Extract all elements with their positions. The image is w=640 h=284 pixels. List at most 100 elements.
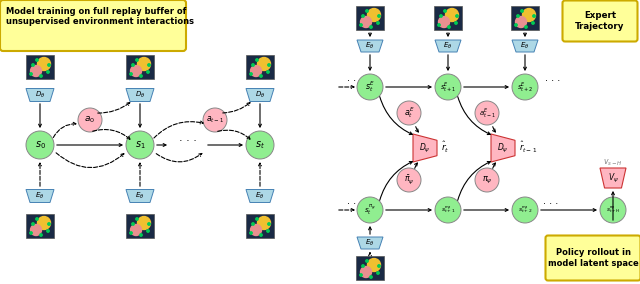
Circle shape (78, 108, 102, 132)
Polygon shape (26, 189, 54, 202)
Text: $E_\theta$: $E_\theta$ (365, 238, 374, 248)
Circle shape (600, 197, 626, 223)
Circle shape (360, 266, 371, 277)
Text: $E_\theta$: $E_\theta$ (135, 191, 145, 201)
Circle shape (360, 274, 362, 276)
Circle shape (267, 71, 269, 73)
Text: $D_\theta$: $D_\theta$ (135, 90, 145, 100)
Text: $\hat{r}_{t-1}$: $\hat{r}_{t-1}$ (519, 139, 537, 154)
Circle shape (47, 71, 49, 73)
Text: $E_\theta$: $E_\theta$ (444, 41, 452, 51)
FancyBboxPatch shape (26, 214, 54, 238)
Circle shape (440, 15, 442, 17)
Circle shape (30, 73, 32, 75)
FancyBboxPatch shape (356, 6, 384, 30)
Circle shape (515, 24, 517, 26)
Circle shape (475, 168, 499, 192)
Circle shape (367, 9, 381, 22)
Circle shape (370, 26, 372, 28)
Text: · · ·: · · · (545, 76, 560, 86)
Text: $a_t^E$: $a_t^E$ (404, 106, 415, 120)
Circle shape (512, 197, 538, 223)
Circle shape (252, 223, 254, 225)
Polygon shape (491, 134, 515, 162)
Circle shape (48, 64, 50, 66)
Circle shape (435, 197, 461, 223)
Circle shape (515, 16, 527, 28)
Polygon shape (126, 189, 154, 202)
Circle shape (522, 9, 536, 22)
Circle shape (512, 74, 538, 100)
Polygon shape (126, 89, 154, 101)
Circle shape (38, 216, 51, 229)
Circle shape (136, 59, 138, 61)
Polygon shape (246, 89, 274, 101)
Circle shape (40, 234, 42, 236)
Text: · · ·: · · · (179, 136, 197, 146)
Text: $a_0$: $a_0$ (84, 115, 95, 125)
Circle shape (397, 168, 421, 192)
Circle shape (378, 265, 380, 267)
Circle shape (40, 75, 42, 77)
Circle shape (378, 15, 380, 17)
Circle shape (250, 66, 262, 76)
Polygon shape (357, 40, 383, 52)
Text: $s_t^{\pi_\psi}$: $s_t^{\pi_\psi}$ (364, 203, 376, 217)
Circle shape (130, 73, 132, 75)
Circle shape (455, 22, 457, 24)
Polygon shape (357, 237, 383, 249)
Text: $E_\theta$: $E_\theta$ (255, 191, 265, 201)
Text: $\pi_\psi$: $\pi_\psi$ (482, 174, 492, 185)
Text: $s_1$: $s_1$ (134, 139, 145, 151)
Circle shape (138, 57, 150, 70)
Circle shape (517, 15, 519, 17)
Circle shape (397, 101, 421, 125)
Text: $a_{t-1}$: $a_{t-1}$ (206, 115, 224, 125)
Circle shape (130, 232, 132, 234)
Circle shape (260, 234, 262, 236)
Text: $s_t$: $s_t$ (255, 139, 265, 151)
Text: $s_{t+H}^{\pi_\psi}$: $s_{t+H}^{\pi_\psi}$ (605, 205, 620, 215)
Polygon shape (26, 89, 54, 101)
Circle shape (203, 108, 227, 132)
Text: $a_{t-1}^E$: $a_{t-1}^E$ (479, 106, 495, 120)
Circle shape (362, 15, 364, 17)
Circle shape (257, 216, 271, 229)
Text: $s_t^E$: $s_t^E$ (365, 80, 375, 95)
Circle shape (36, 218, 38, 220)
Text: · · ·: · · · (347, 199, 362, 209)
Circle shape (366, 260, 368, 262)
FancyBboxPatch shape (26, 55, 54, 79)
Circle shape (250, 73, 252, 75)
Circle shape (30, 232, 32, 234)
Circle shape (126, 131, 154, 159)
Circle shape (521, 10, 524, 12)
Circle shape (377, 22, 379, 24)
Circle shape (256, 59, 258, 61)
Text: $\hat{r}_t$: $\hat{r}_t$ (441, 139, 449, 154)
Text: $v_{s-H}$: $v_{s-H}$ (603, 158, 623, 168)
Circle shape (370, 276, 372, 278)
Circle shape (267, 230, 269, 232)
Circle shape (357, 197, 383, 223)
Circle shape (38, 57, 51, 70)
FancyBboxPatch shape (126, 214, 154, 238)
Circle shape (438, 16, 449, 28)
Text: Model training on full replay buffer of
unsupervised environment interactions: Model training on full replay buffer of … (6, 7, 194, 26)
Circle shape (131, 224, 141, 235)
Text: $s_{t+1}^E$: $s_{t+1}^E$ (440, 80, 456, 94)
Circle shape (360, 24, 362, 26)
Circle shape (148, 64, 150, 66)
Circle shape (525, 26, 527, 28)
Circle shape (36, 59, 38, 61)
Text: $E_\theta$: $E_\theta$ (520, 41, 530, 51)
Text: $s_{t+1}^{\pi_\psi}$: $s_{t+1}^{\pi_\psi}$ (441, 204, 455, 215)
Circle shape (256, 218, 258, 220)
Circle shape (250, 224, 262, 235)
FancyBboxPatch shape (545, 235, 640, 281)
Text: Policy rollout in
model latent space: Policy rollout in model latent space (548, 248, 638, 268)
FancyBboxPatch shape (434, 6, 462, 30)
Circle shape (445, 9, 458, 22)
Circle shape (532, 15, 535, 17)
Circle shape (32, 64, 34, 66)
